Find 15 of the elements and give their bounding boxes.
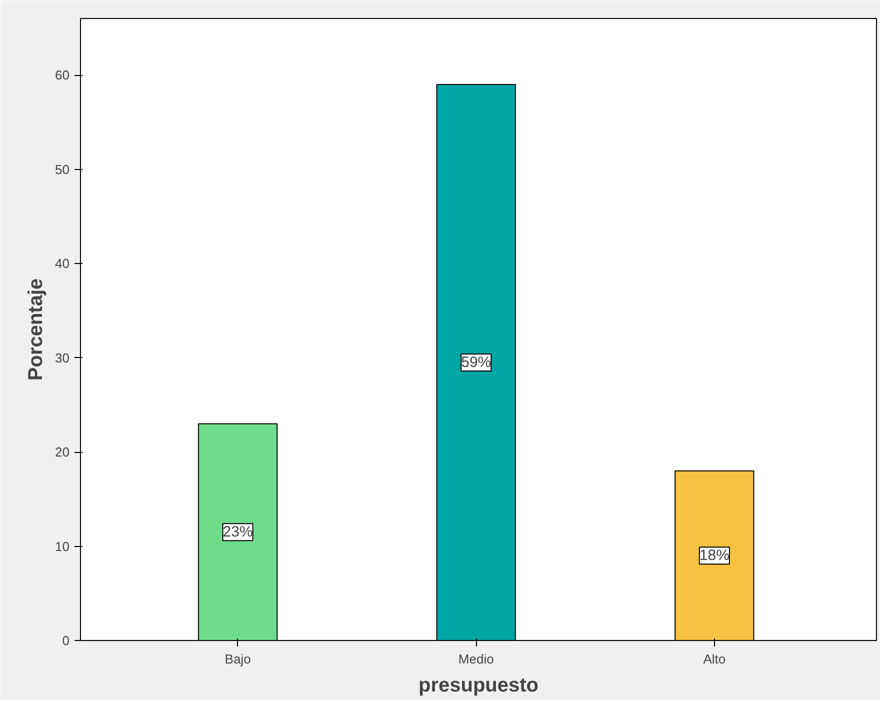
y-tick-label: 50	[55, 162, 70, 177]
data-label: 23%	[222, 524, 253, 541]
y-tick-label: 40	[55, 256, 70, 272]
y-tick-label: 20	[55, 444, 70, 460]
x-axis-title: presupuesto	[418, 674, 539, 696]
y-tick-label: 0	[62, 633, 70, 648]
data-label: 59%	[461, 354, 492, 371]
data-label: 18%	[699, 547, 730, 564]
y-axis-title: Porcentaje	[25, 278, 48, 381]
x-tick-label: Medio	[458, 652, 494, 666]
y-tick-label: 30	[55, 350, 70, 366]
y-tick-label: 60	[55, 68, 70, 83]
x-tick-label: Alto	[703, 652, 726, 666]
x-tick-label: Bajo	[224, 652, 251, 666]
y-tick-label: 10	[55, 538, 70, 554]
